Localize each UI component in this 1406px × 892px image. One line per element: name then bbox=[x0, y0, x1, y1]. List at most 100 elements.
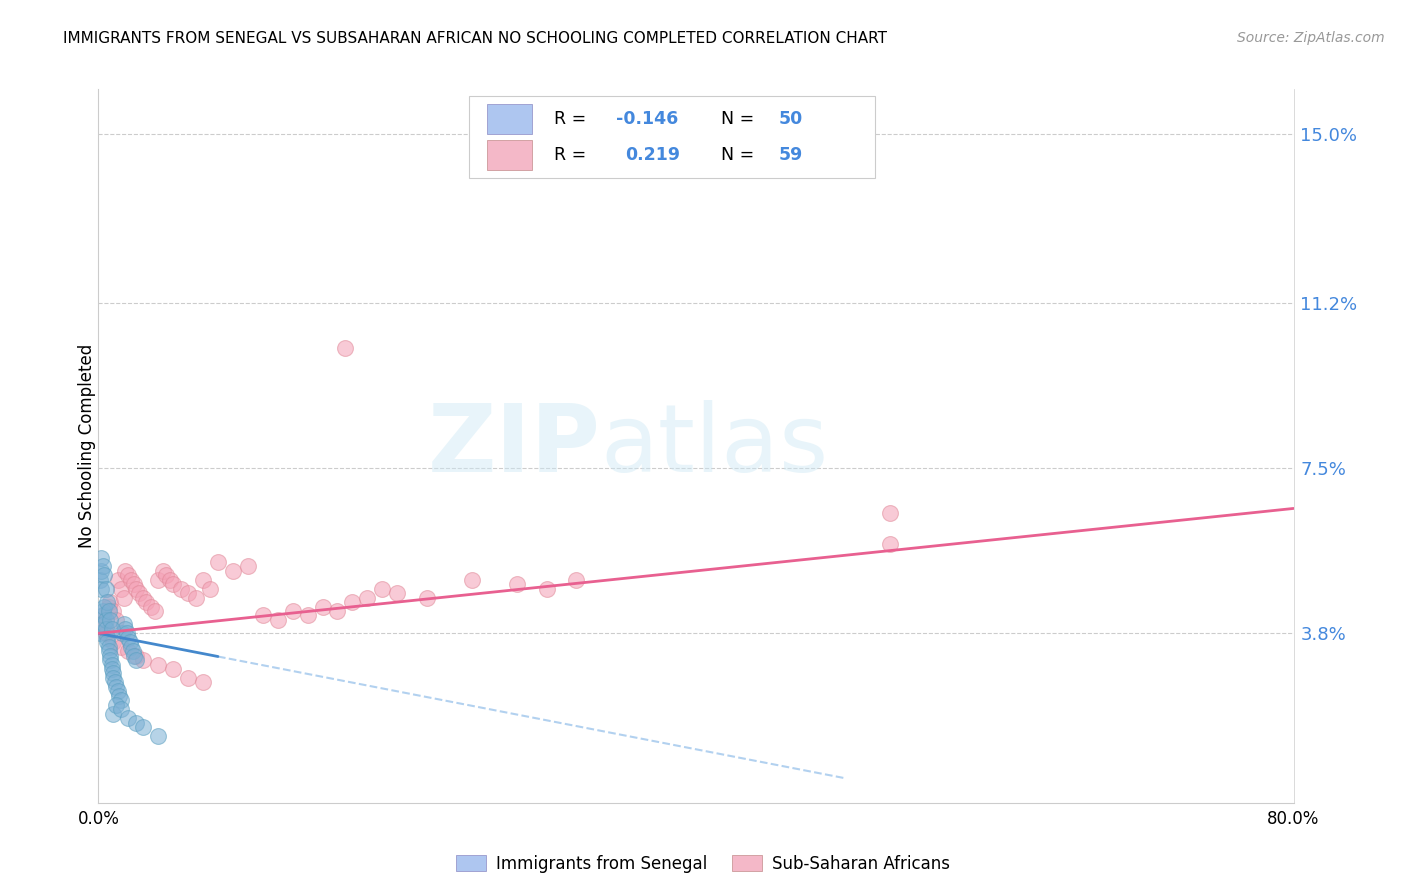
Point bbox=[93, 599, 115, 614]
Point bbox=[356, 591, 378, 605]
Point bbox=[96, 595, 118, 609]
FancyBboxPatch shape bbox=[470, 96, 875, 178]
Text: 59: 59 bbox=[779, 146, 803, 164]
Y-axis label: No Schooling Completed: No Schooling Completed bbox=[79, 344, 96, 548]
Point bbox=[114, 564, 136, 578]
Point bbox=[112, 591, 135, 605]
Point bbox=[101, 657, 124, 672]
Point bbox=[94, 582, 117, 596]
Point bbox=[100, 613, 122, 627]
Point bbox=[125, 653, 148, 667]
Point bbox=[103, 635, 125, 649]
Point bbox=[879, 506, 901, 520]
Point bbox=[371, 582, 394, 596]
Point bbox=[506, 577, 529, 591]
Point bbox=[100, 653, 122, 667]
Point bbox=[100, 595, 122, 609]
Point bbox=[107, 684, 129, 698]
Point bbox=[879, 537, 901, 551]
Point bbox=[110, 582, 132, 596]
Point bbox=[267, 613, 290, 627]
Point bbox=[94, 626, 117, 640]
Point bbox=[89, 573, 111, 587]
Point bbox=[148, 657, 170, 672]
Point bbox=[107, 573, 129, 587]
Point bbox=[191, 675, 214, 690]
Point bbox=[162, 662, 184, 676]
Bar bbox=[486, 140, 533, 169]
Point bbox=[105, 613, 128, 627]
Point bbox=[120, 640, 142, 654]
Text: atlas: atlas bbox=[600, 400, 828, 492]
Text: N =: N = bbox=[721, 146, 759, 164]
Point bbox=[125, 715, 148, 730]
Point bbox=[103, 706, 125, 721]
Point bbox=[103, 666, 125, 681]
Point bbox=[385, 586, 409, 600]
Point bbox=[110, 702, 132, 716]
Point bbox=[191, 573, 214, 587]
Point bbox=[117, 631, 139, 645]
Point bbox=[101, 622, 124, 636]
Point bbox=[124, 648, 146, 663]
Point bbox=[101, 662, 124, 676]
Point bbox=[148, 729, 170, 743]
Point bbox=[207, 555, 229, 569]
Legend: Immigrants from Senegal, Sub-Saharan Africans: Immigrants from Senegal, Sub-Saharan Afr… bbox=[449, 848, 957, 880]
Point bbox=[110, 693, 132, 707]
Point bbox=[125, 582, 148, 596]
Point bbox=[297, 608, 319, 623]
Point bbox=[105, 680, 128, 694]
Point bbox=[236, 559, 259, 574]
Point bbox=[162, 577, 184, 591]
Point bbox=[135, 595, 157, 609]
Point bbox=[342, 595, 364, 609]
Point bbox=[90, 617, 112, 632]
Point bbox=[90, 564, 112, 578]
Point bbox=[152, 564, 174, 578]
Point bbox=[100, 648, 122, 663]
Point bbox=[94, 626, 117, 640]
Point bbox=[96, 631, 118, 645]
Point bbox=[115, 626, 138, 640]
Point bbox=[200, 582, 222, 596]
Point bbox=[104, 675, 127, 690]
Point bbox=[90, 582, 112, 596]
Point bbox=[333, 341, 356, 355]
Point bbox=[90, 550, 112, 565]
Text: N =: N = bbox=[721, 111, 759, 128]
Point bbox=[121, 644, 143, 658]
Point bbox=[128, 586, 150, 600]
Bar bbox=[486, 104, 533, 134]
Point bbox=[132, 720, 155, 734]
Point bbox=[94, 613, 117, 627]
Point bbox=[112, 617, 135, 632]
Point bbox=[148, 573, 170, 587]
Point bbox=[177, 586, 200, 600]
Text: -0.146: -0.146 bbox=[616, 111, 678, 128]
Point bbox=[93, 617, 115, 632]
Point bbox=[565, 573, 588, 587]
Point bbox=[93, 568, 115, 582]
Point bbox=[159, 573, 181, 587]
Point bbox=[96, 635, 118, 649]
Point bbox=[117, 711, 139, 725]
Text: ZIP: ZIP bbox=[427, 400, 600, 492]
Text: R =: R = bbox=[554, 146, 592, 164]
Point bbox=[97, 640, 120, 654]
Point bbox=[222, 564, 245, 578]
Point bbox=[416, 591, 439, 605]
Point bbox=[536, 582, 558, 596]
Point bbox=[93, 608, 115, 623]
Point bbox=[94, 622, 117, 636]
Point bbox=[132, 653, 155, 667]
Point bbox=[155, 568, 177, 582]
Point bbox=[97, 599, 120, 614]
Point bbox=[125, 648, 148, 663]
Point bbox=[252, 608, 274, 623]
Point bbox=[281, 604, 304, 618]
Text: 50: 50 bbox=[779, 111, 803, 128]
Point bbox=[108, 689, 131, 703]
Point bbox=[91, 608, 114, 623]
Point bbox=[139, 599, 162, 614]
